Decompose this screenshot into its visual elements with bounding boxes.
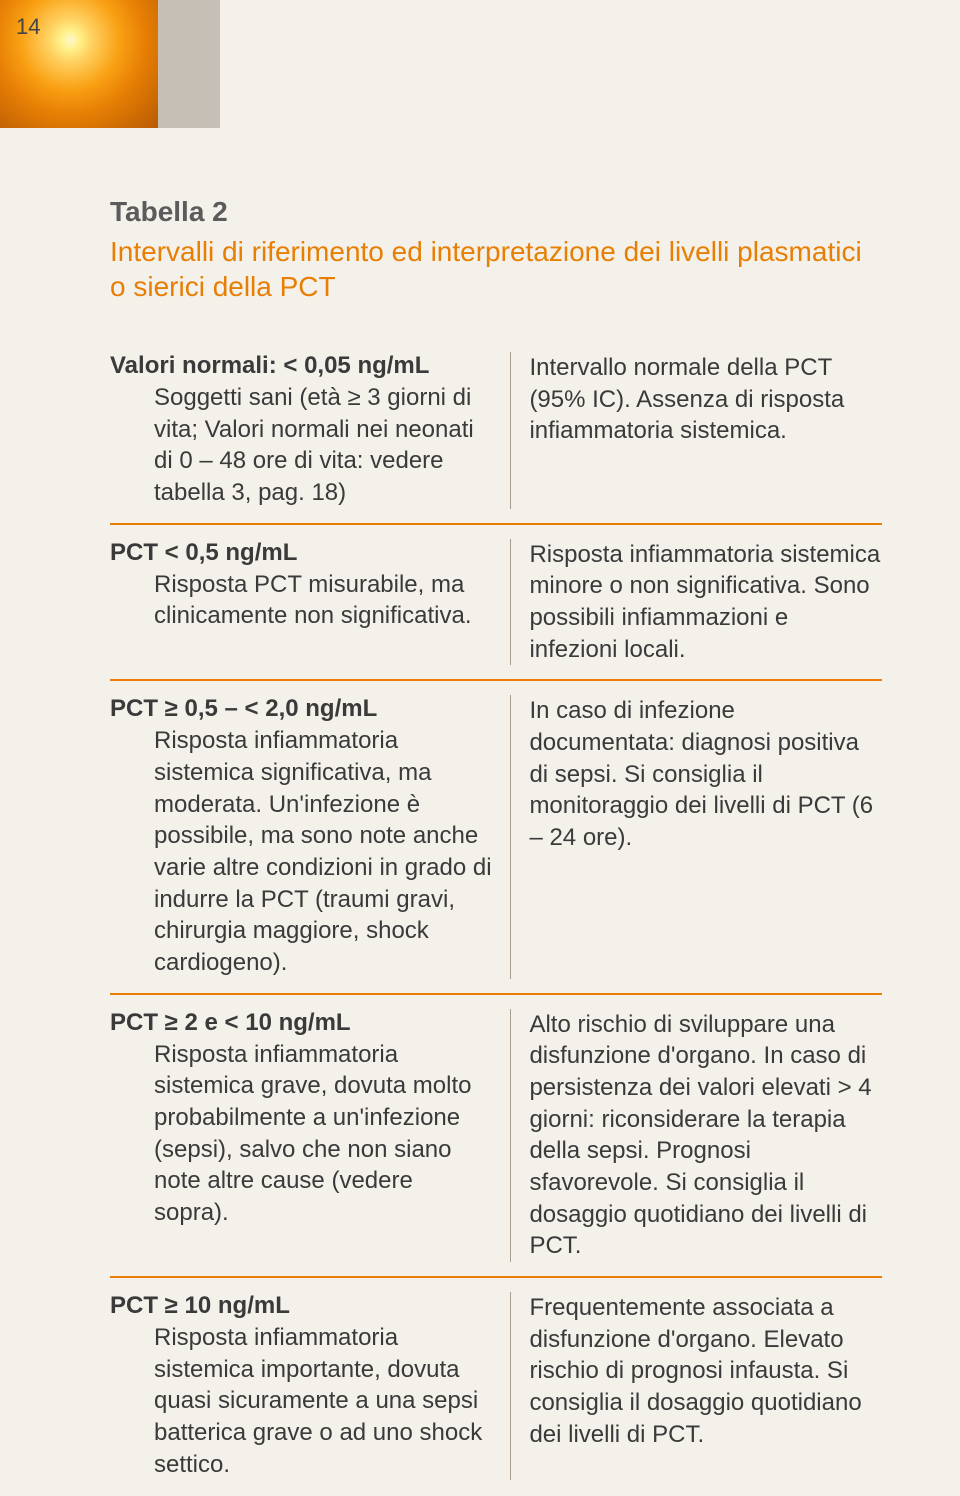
row-right-desc: In caso di infezione documentata: diagno… — [529, 695, 882, 853]
row-right: Risposta infiammatoria sistemica minore … — [511, 539, 882, 666]
row-left-desc: Risposta infiammatoria sistemica grave, … — [110, 1039, 492, 1229]
row-right-desc: Intervallo normale della PCT (95% IC). A… — [529, 352, 882, 447]
row-right-desc: Frequentemente associata a disfunzione d… — [529, 1292, 882, 1450]
table-caption: Tabella 2 — [110, 196, 882, 228]
row-left-desc: Risposta infiammatoria sistemica importa… — [110, 1322, 492, 1480]
row-right: Alto rischio di sviluppare una disfunzio… — [511, 1009, 882, 1262]
row-right: In caso di infezione documentata: diagno… — [511, 695, 882, 978]
row-left-desc: Risposta infiammatoria sistemica signifi… — [110, 725, 492, 978]
table-container: Tabella 2 Intervalli di riferimento ed i… — [110, 196, 882, 1494]
row-range: Valori normali: < 0,05 ng/mL — [110, 352, 492, 380]
row-left: Valori normali: < 0,05 ng/mL Soggetti sa… — [110, 352, 511, 509]
row-range: PCT ≥ 10 ng/mL — [110, 1292, 492, 1320]
row-right: Intervallo normale della PCT (95% IC). A… — [511, 352, 882, 509]
table-row: PCT ≥ 0,5 – < 2,0 ng/mL Risposta infiamm… — [110, 695, 882, 994]
row-left-desc: Soggetti sani (età ≥ 3 giorni di vita; V… — [110, 382, 492, 509]
row-right-desc: Risposta infiammatoria sistemica minore … — [529, 539, 882, 666]
table-row: PCT ≥ 10 ng/mL Risposta infiammatoria si… — [110, 1292, 882, 1494]
row-right-desc: Alto rischio di sviluppare una disfunzio… — [529, 1009, 882, 1262]
row-range: PCT ≥ 0,5 – < 2,0 ng/mL — [110, 695, 492, 723]
row-left-desc: Risposta PCT misurabile, ma clinicamente… — [110, 569, 492, 632]
row-left: PCT < 0,5 ng/mL Risposta PCT misurabile,… — [110, 539, 511, 666]
row-right: Frequentemente associata a disfunzione d… — [511, 1292, 882, 1480]
row-left: PCT ≥ 2 e < 10 ng/mL Risposta infiammato… — [110, 1009, 511, 1262]
row-left: PCT ≥ 10 ng/mL Risposta infiammatoria si… — [110, 1292, 511, 1480]
table-row: Valori normali: < 0,05 ng/mL Soggetti sa… — [110, 352, 882, 525]
table-title: Intervalli di riferimento ed interpretaz… — [110, 234, 882, 304]
table-row: PCT < 0,5 ng/mL Risposta PCT misurabile,… — [110, 539, 882, 682]
row-range: PCT < 0,5 ng/mL — [110, 539, 492, 567]
row-range: PCT ≥ 2 e < 10 ng/mL — [110, 1009, 492, 1037]
table-row: PCT ≥ 2 e < 10 ng/mL Risposta infiammato… — [110, 1009, 882, 1278]
row-left: PCT ≥ 0,5 – < 2,0 ng/mL Risposta infiamm… — [110, 695, 511, 978]
page-number: 14 — [16, 14, 40, 40]
